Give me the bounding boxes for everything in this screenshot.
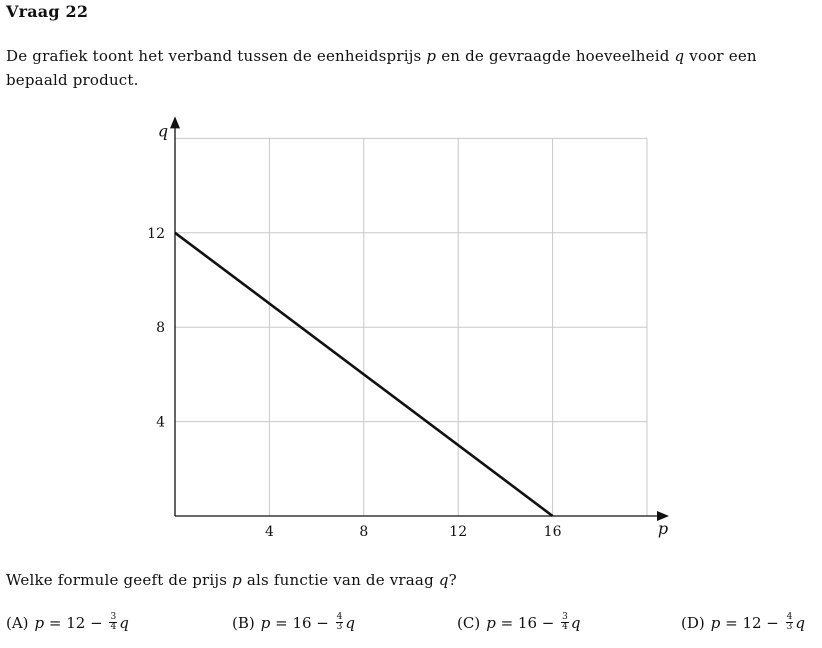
option-c-den: 4 xyxy=(562,621,568,632)
intro-text-1: De grafiek toont het verband tussen de e… xyxy=(6,47,427,65)
x-axis-label: p xyxy=(658,519,668,538)
option-a-var: q xyxy=(119,614,129,632)
y-axis-label: q xyxy=(158,121,168,140)
y-tick-label: 12 xyxy=(147,226,165,242)
intro-text-3: voor een bepaald product. xyxy=(6,47,757,89)
option-b-label: (B) xyxy=(232,614,255,632)
demand-line xyxy=(174,231,554,518)
x-tick-label: 4 xyxy=(265,524,274,540)
y-tick-label: 4 xyxy=(156,415,165,431)
option-b-lhs: p xyxy=(260,614,271,632)
option-c-lhs: p xyxy=(486,614,496,632)
x-tick-label: 12 xyxy=(449,524,467,540)
y-axis-arrow xyxy=(170,116,180,129)
option-c-label: (C) xyxy=(457,614,481,632)
option-b-var: q xyxy=(345,614,355,632)
option-a-lhs: p xyxy=(34,614,45,632)
option-a-den: 4 xyxy=(110,621,117,632)
demand-chart: 4 8 12 16 4 8 12 p q xyxy=(147,116,669,540)
option-d-label: (D) xyxy=(681,614,705,632)
option-c-num: 3 xyxy=(561,611,569,623)
option-a-label: (A) xyxy=(6,614,29,632)
option-d-num: 4 xyxy=(785,611,794,623)
option-a-num: 3 xyxy=(109,611,118,623)
option-c-eq: = 16 − xyxy=(495,614,560,632)
option-b-eq: = 16 − xyxy=(270,614,334,632)
x-axis-arrow xyxy=(657,511,669,521)
option-d-var: q xyxy=(795,614,805,632)
option-d-den: 3 xyxy=(786,621,793,632)
question-var-p: p xyxy=(232,571,242,589)
intro-var-q: q xyxy=(674,47,685,65)
question-title: Vraag 22 xyxy=(6,2,89,21)
question-prompt: Welke formule geeft de prijs p als funct… xyxy=(6,571,457,589)
intro-text-2: en de gevraagde hoeveelheid xyxy=(436,47,675,65)
x-tick-label: 16 xyxy=(544,524,562,540)
question-text-1: Welke formule geeft de prijs xyxy=(6,571,233,589)
option-a-eq: = 12 − xyxy=(44,614,108,632)
intro-var-p: p xyxy=(426,47,437,65)
option-b-den: 3 xyxy=(336,621,343,632)
x-tick-label: 8 xyxy=(359,524,368,540)
option-b-num: 4 xyxy=(335,611,344,623)
question-var-q: q xyxy=(438,571,449,589)
question-text-2: als functie van de vraag xyxy=(241,571,439,589)
y-tick-label: 8 xyxy=(156,320,165,336)
option-d-eq: = 12 − xyxy=(720,614,784,632)
question-text-3: ? xyxy=(448,571,457,589)
question-intro: De grafiek toont het verband tussen de e… xyxy=(6,44,814,92)
option-d-lhs: p xyxy=(710,614,721,632)
option-c-var: q xyxy=(570,614,581,632)
